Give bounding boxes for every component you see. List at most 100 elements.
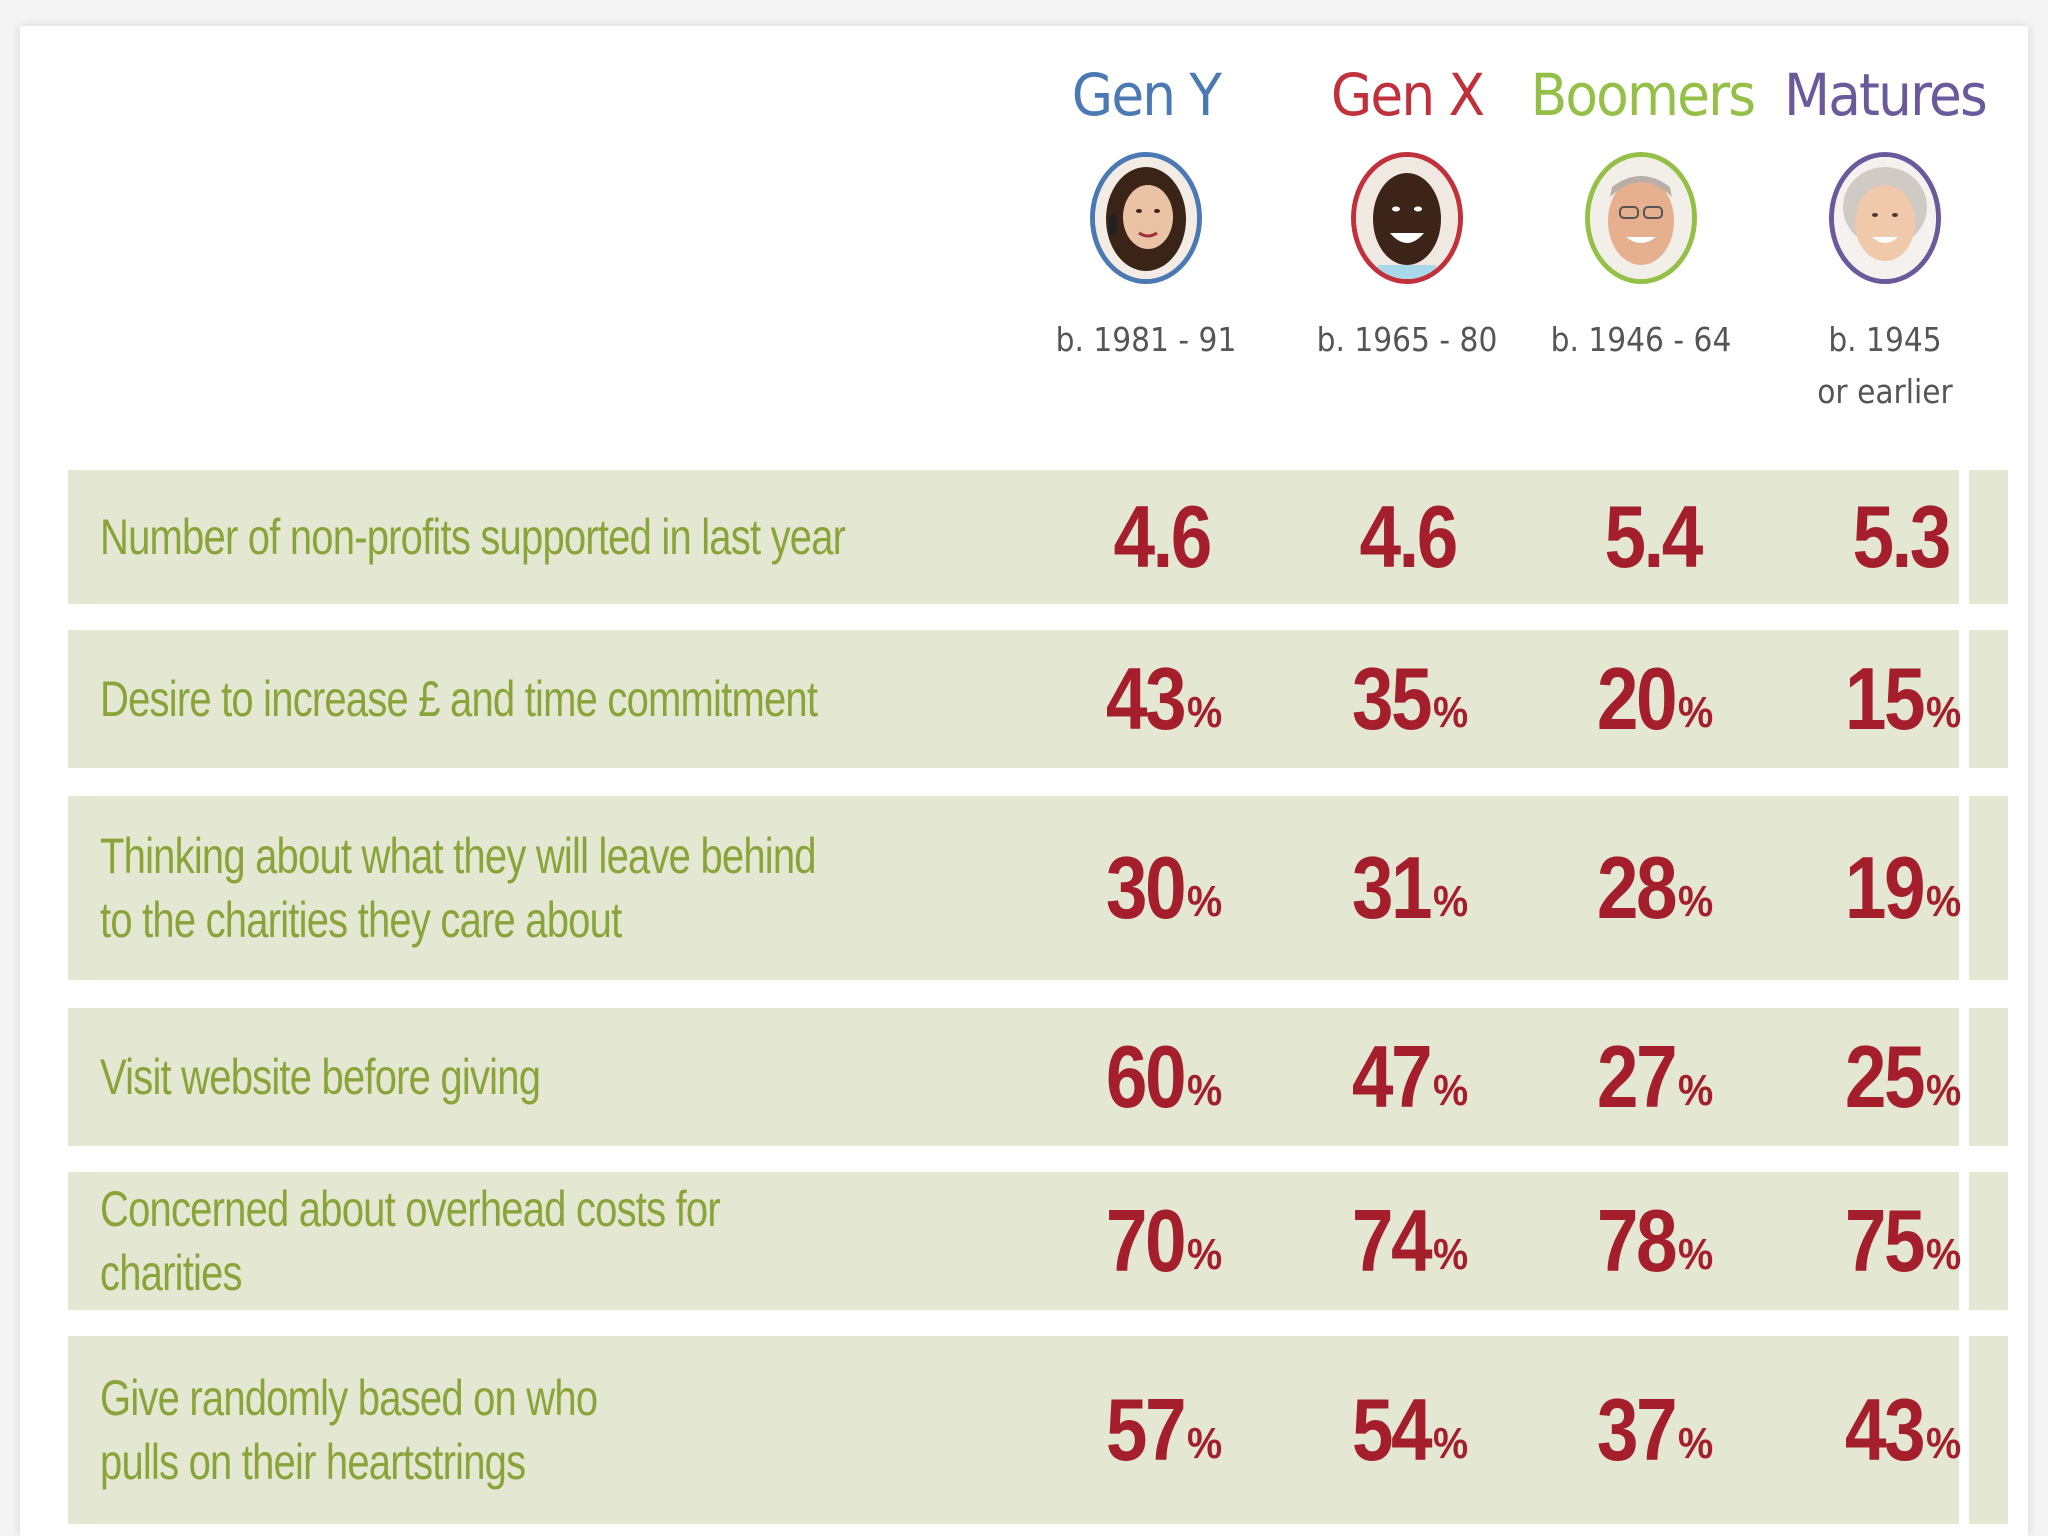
table-row — [68, 1172, 2008, 1310]
value-cell: 35% — [1313, 630, 1503, 768]
value-number: 57 — [1106, 1380, 1187, 1479]
value-unit: % — [1433, 688, 1469, 737]
value-number: 43 — [1106, 649, 1187, 748]
value-number: 28 — [1597, 838, 1678, 937]
value-cell: 54% — [1313, 1336, 1503, 1524]
value-unit: % — [1187, 1419, 1223, 1468]
value-cell: 30% — [1067, 796, 1257, 980]
boomers-name: Boomers — [1530, 61, 1756, 129]
value-cell: 57% — [1067, 1336, 1257, 1524]
value-unit: % — [1187, 1230, 1223, 1279]
value-number: 35 — [1352, 649, 1433, 748]
header-matures: Matures b. 1945 or earlier — [1765, 60, 2005, 418]
matures-birth-line1: b. 1945 — [1828, 320, 1942, 359]
value-cell: 27% — [1558, 1008, 1748, 1146]
value-cell: 43% — [1067, 630, 1257, 768]
value-cell: 5.3 — [1806, 470, 1996, 604]
value-cell: 15% — [1806, 630, 1996, 768]
value-unit: % — [1433, 1066, 1469, 1115]
value-number: 15 — [1845, 649, 1926, 748]
value-unit: % — [1926, 1419, 1962, 1468]
row-label: Visit website before giving — [100, 1049, 541, 1105]
column-gap — [1959, 1172, 1969, 1310]
value-unit: % — [1926, 1066, 1962, 1115]
table-row — [68, 796, 2008, 980]
value-number: 27 — [1597, 1027, 1678, 1126]
value-number: 37 — [1597, 1380, 1678, 1479]
value-number: 5.4 — [1604, 487, 1704, 586]
value-cell: 31% — [1313, 796, 1503, 980]
value-unit: % — [1926, 1230, 1962, 1279]
value-unit: % — [1678, 688, 1714, 737]
value-unit: % — [1926, 688, 1962, 737]
row-label: Thinking about what they will leave behi… — [100, 828, 817, 948]
row-label-cell: Give randomly based on who pulls on thei… — [68, 1336, 1065, 1524]
matures-birth: b. 1945 or earlier — [1777, 314, 1993, 418]
value-number: 20 — [1597, 649, 1678, 748]
row-label: Desire to increase £ and time commitment — [100, 671, 818, 727]
value-number: 47 — [1352, 1027, 1433, 1126]
row-label-cell: Visit website before giving — [68, 1008, 1065, 1146]
row-label: Give randomly based on who pulls on thei… — [100, 1370, 598, 1490]
row-label-cell: Thinking about what they will leave behi… — [68, 796, 1065, 980]
value-cell: 5.4 — [1558, 470, 1748, 604]
value-number: 43 — [1845, 1380, 1926, 1479]
row-label-cell: Desire to increase £ and time commitment — [68, 630, 1065, 768]
value-cell: 47% — [1313, 1008, 1503, 1146]
value-unit: % — [1678, 1230, 1714, 1279]
row-label: Concerned about overhead costs for chari… — [100, 1181, 721, 1301]
value-unit: % — [1678, 1066, 1714, 1115]
value-cell: 28% — [1558, 796, 1748, 980]
value-unit: % — [1678, 877, 1714, 926]
gen-x-name: Gen X — [1330, 61, 1485, 129]
value-number: 74 — [1352, 1191, 1433, 1290]
table-row — [68, 630, 2008, 768]
value-cell: 74% — [1313, 1172, 1503, 1310]
value-number: 30 — [1106, 838, 1187, 937]
boomers-avatar-icon — [1585, 152, 1697, 284]
value-unit: % — [1926, 877, 1962, 926]
gen-x-birth: b. 1965 - 80 — [1316, 320, 1498, 359]
value-number: 31 — [1352, 838, 1433, 937]
value-cell: 43% — [1806, 1336, 1996, 1524]
value-number: 54 — [1352, 1380, 1433, 1479]
column-gap — [1959, 1008, 1969, 1146]
gen-y-avatar-icon — [1090, 152, 1202, 284]
value-cell: 25% — [1806, 1008, 1996, 1146]
value-cell: 20% — [1558, 630, 1748, 768]
value-cell: 19% — [1806, 796, 1996, 980]
value-unit: % — [1433, 1230, 1469, 1279]
value-unit: % — [1433, 877, 1469, 926]
matures-birth-line2: or earlier — [1817, 372, 1953, 411]
value-unit: % — [1187, 877, 1223, 926]
value-number: 19 — [1845, 838, 1926, 937]
value-number: 25 — [1845, 1027, 1926, 1126]
infographic-card: Gen Y b. 1981 - 91 Gen X — [20, 26, 2028, 1536]
value-cell: 75% — [1806, 1172, 1996, 1310]
header-gen-x: Gen X b. 1965 - 80 — [1287, 60, 1527, 366]
matures-avatar-icon — [1829, 152, 1941, 284]
value-unit: % — [1187, 688, 1223, 737]
column-gap — [1959, 470, 1969, 604]
column-gap — [1959, 796, 1969, 980]
gen-x-avatar-icon — [1351, 152, 1463, 284]
gen-y-birth: b. 1981 - 91 — [1055, 320, 1237, 359]
column-gap — [1959, 1336, 1969, 1524]
header-gen-y: Gen Y b. 1981 - 91 — [1026, 60, 1266, 366]
row-label: Number of non-profits supported in last … — [100, 509, 846, 565]
column-gap — [1959, 630, 1969, 768]
value-unit: % — [1678, 1419, 1714, 1468]
value-number: 60 — [1106, 1027, 1187, 1126]
value-unit: % — [1187, 1066, 1223, 1115]
value-number: 78 — [1597, 1191, 1678, 1290]
value-unit: % — [1433, 1419, 1469, 1468]
value-number: 4.6 — [1113, 487, 1213, 586]
gen-y-name: Gen Y — [1071, 61, 1222, 129]
table-row — [68, 1008, 2008, 1146]
matures-name: Matures — [1784, 61, 1988, 129]
value-number: 5.3 — [1852, 487, 1952, 586]
boomers-birth: b. 1946 - 64 — [1550, 320, 1732, 359]
value-number: 4.6 — [1359, 487, 1459, 586]
value-cell: 4.6 — [1313, 470, 1503, 604]
row-label-cell: Number of non-profits supported in last … — [68, 470, 1065, 604]
